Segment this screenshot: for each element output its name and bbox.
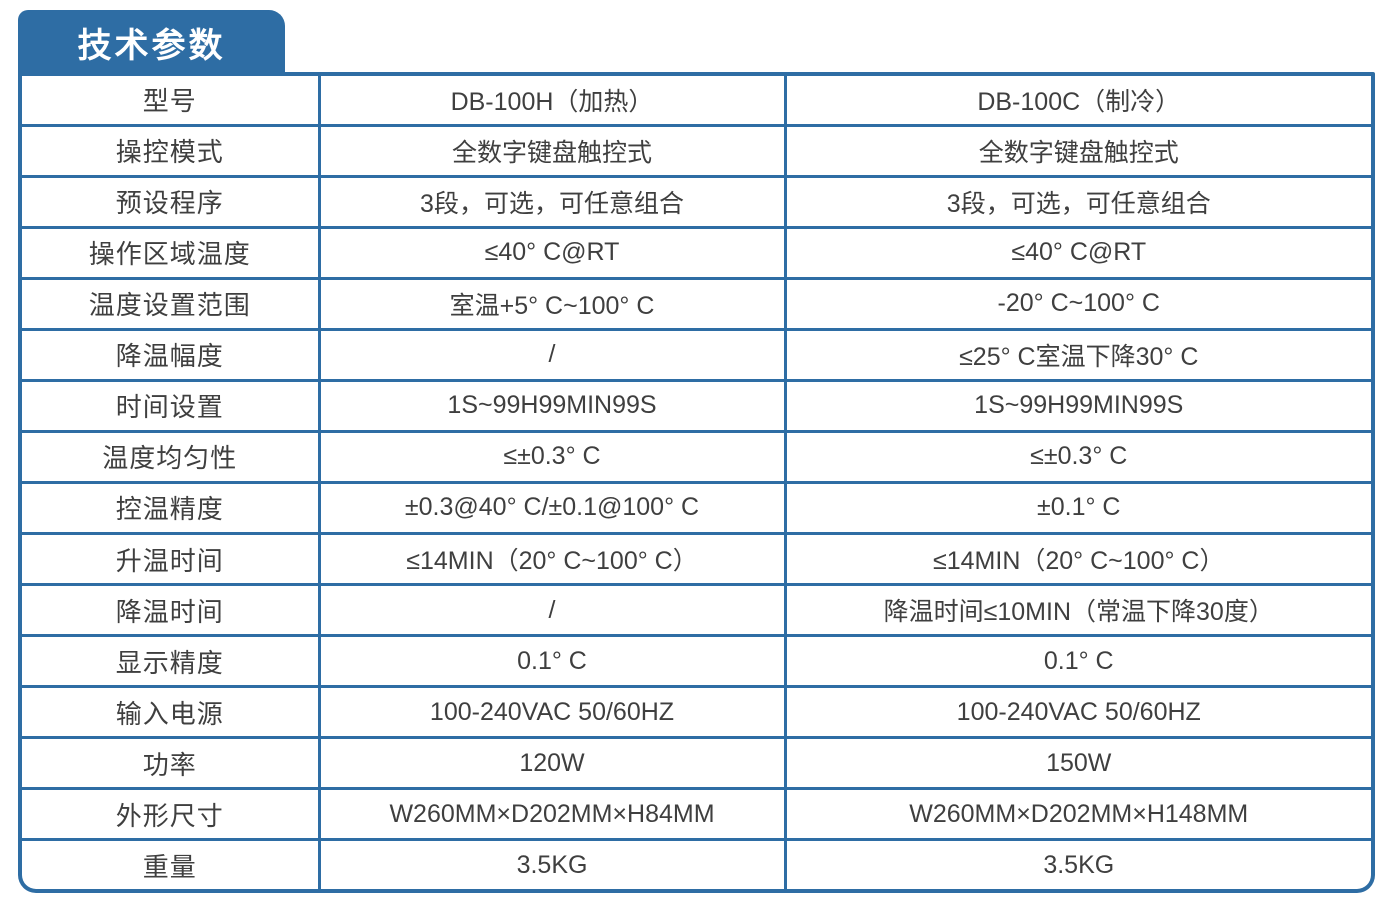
db100c-value-cell: 3.5KG	[783, 838, 1371, 889]
param-name-cell: 升温时间	[22, 531, 321, 587]
param-name-cell: 功率	[22, 736, 321, 791]
spec-row: 温度均匀性 ≤±0.3° C ≤±0.3° C	[22, 429, 1371, 484]
db100h-value-cell: 室温+5° C~100° C	[317, 276, 787, 331]
db100c-value-cell: W260MM×D202MM×H148MM	[783, 787, 1371, 842]
db100h-value-cell: ≤40° C@RT	[317, 225, 787, 280]
spec-table: 型号 DB-100H（加热） DB-100C（制冷） 操控模式 全数字键盘触控式 全数字键…	[22, 76, 1371, 889]
param-name-cell: 预设程序	[22, 174, 321, 229]
db100h-value-cell: 1S~99H99MIN99S	[317, 378, 787, 433]
db100h-value-cell: DB-100H（加热）	[317, 76, 787, 127]
db100h-value-cell: 3段，可选，可任意组合	[317, 174, 787, 229]
section-title: 技术参数	[77, 26, 226, 65]
param-name-cell: 降温时间	[22, 583, 321, 638]
db100h-value-cell: 100-240VAC 50/60HZ	[317, 685, 787, 740]
db100c-value-cell: ≤40° C@RT	[783, 225, 1371, 280]
db100c-value-cell: 全数字键盘触控式	[783, 123, 1371, 178]
spec-row: 显示精度 0.1° C 0.1° C	[22, 634, 1371, 689]
param-name-cell: 温度均匀性	[22, 429, 321, 484]
db100h-value-cell: 3.5KG	[317, 838, 787, 889]
param-name-cell: 显示精度	[22, 634, 321, 689]
db100c-value-cell: ≤±0.3° C	[783, 429, 1371, 484]
spec-table-body: 型号 DB-100H（加热） DB-100C（制冷） 操控模式 全数字键盘触控式 全数字键…	[22, 76, 1371, 889]
param-name-cell: 外形尺寸	[22, 787, 321, 842]
param-name-cell: 重量	[22, 838, 321, 889]
db100c-value-cell: 0.1° C	[783, 634, 1371, 689]
spec-row: 功率 120W 150W	[22, 736, 1371, 791]
param-name-cell: 温度设置范围	[22, 276, 321, 331]
db100c-value-cell: 100-240VAC 50/60HZ	[783, 685, 1371, 740]
db100h-value-cell: 全数字键盘触控式	[317, 123, 787, 178]
param-name-cell: 操作区域温度	[22, 225, 321, 280]
param-name-cell: 型号	[22, 76, 321, 127]
spec-row: 操控模式 全数字键盘触控式 全数字键盘触控式	[22, 123, 1371, 178]
db100c-value-cell: 3段，可选，可任意组合	[783, 174, 1371, 229]
param-name-cell: 输入电源	[22, 685, 321, 740]
spec-row: 输入电源 100-240VAC 50/60HZ 100-240VAC 50/60HZ	[22, 685, 1371, 740]
spec-row: 重量 3.5KG 3.5KG	[22, 838, 1371, 889]
db100h-value-cell: 0.1° C	[317, 634, 787, 689]
db100c-value-cell: 降温时间≤10MIN（常温下降30度）	[783, 583, 1371, 638]
db100h-value-cell: /	[317, 327, 787, 382]
spec-row: 降温时间 / 降温时间≤10MIN（常温下降30度）	[22, 583, 1371, 638]
section-title-tab: 技术参数	[18, 10, 285, 74]
db100h-value-cell: ±0.3@40° C/±0.1@100° C	[317, 480, 787, 536]
db100c-value-cell: ≤25° C室温下降30° C	[783, 327, 1371, 382]
spec-row: 型号 DB-100H（加热） DB-100C（制冷）	[22, 76, 1371, 127]
spec-row: 预设程序 3段，可选，可任意组合 3段，可选，可任意组合	[22, 174, 1371, 229]
spec-row: 外形尺寸 W260MM×D202MM×H84MM W260MM×D202MM×H14…	[22, 787, 1371, 842]
spec-table-container: 型号 DB-100H（加热） DB-100C（制冷） 操控模式 全数字键盘触控式 全数字键…	[18, 72, 1375, 893]
db100h-value-cell: 120W	[317, 736, 787, 791]
db100c-value-cell: DB-100C（制冷）	[783, 76, 1371, 127]
db100c-value-cell: ≤14MIN（20° C~100° C）	[783, 531, 1371, 587]
db100h-value-cell: /	[317, 583, 787, 638]
db100c-value-cell: 150W	[783, 736, 1371, 791]
param-name-cell: 操控模式	[22, 123, 321, 178]
param-name-cell: 降温幅度	[22, 327, 321, 382]
spec-row: 时间设置 1S~99H99MIN99S 1S~99H99MIN99S	[22, 378, 1371, 433]
spec-row: 温度设置范围 室温+5° C~100° C -20° C~100° C	[22, 276, 1371, 331]
db100c-value-cell: ±0.1° C	[783, 480, 1371, 536]
db100h-value-cell: ≤±0.3° C	[317, 429, 787, 484]
db100h-value-cell: W260MM×D202MM×H84MM	[317, 787, 787, 842]
spec-row: 降温幅度 / ≤25° C室温下降30° C	[22, 327, 1371, 382]
spec-row: 控温精度 ±0.3@40° C/±0.1@100° C ±0.1° C	[22, 480, 1371, 536]
spec-row: 升温时间 ≤14MIN（20° C~100° C） ≤14MIN（20° C~100…	[22, 531, 1371, 587]
db100c-value-cell: 1S~99H99MIN99S	[783, 378, 1371, 433]
param-name-cell: 时间设置	[22, 378, 321, 433]
db100c-value-cell: -20° C~100° C	[783, 276, 1371, 331]
spec-row: 操作区域温度 ≤40° C@RT ≤40° C@RT	[22, 225, 1371, 280]
db100h-value-cell: ≤14MIN（20° C~100° C）	[317, 531, 787, 587]
param-name-cell: 控温精度	[22, 480, 321, 536]
